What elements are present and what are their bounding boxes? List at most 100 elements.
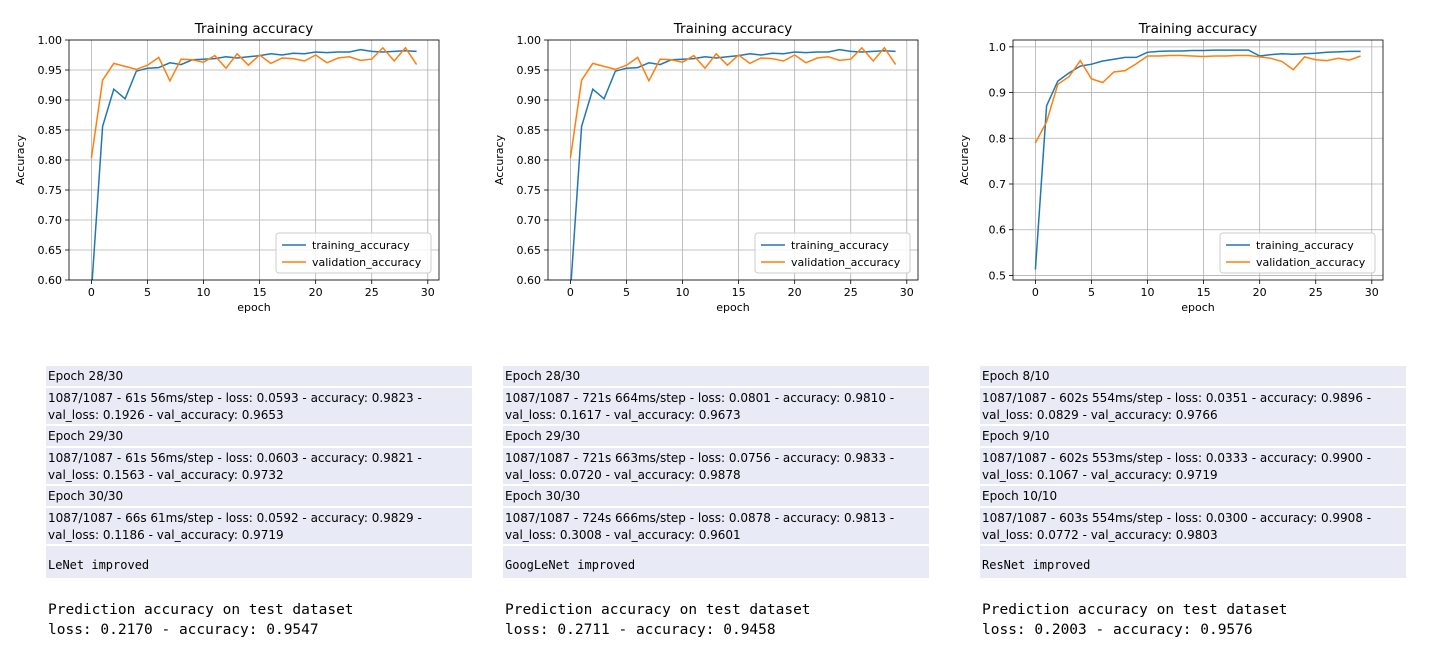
series-line-validation_accuracy (90, 46, 418, 159)
epoch-header: Epoch 29/30 (46, 426, 472, 448)
panel-lenet: Training accuracy 0 5 10 15 20 25 30 0.60 0.65 0.7… (0, 0, 472, 659)
prediction-result: loss: 0.2170 - accuracy: 0.9547 (48, 622, 319, 638)
y-tick-label: 0.75 (38, 184, 63, 197)
epoch-header: Epoch 30/30 (46, 486, 472, 508)
epoch-header: Epoch 30/30 (503, 486, 929, 508)
y-tick-label: 0.75 (517, 184, 542, 197)
y-tick-label: 0.6 (989, 224, 1007, 237)
x-tick-label: 30 (900, 286, 914, 299)
epoch-metrics: 1087/1087 - 61s 56ms/step - loss: 0.0603… (46, 448, 472, 486)
x-tick-label: 25 (1309, 286, 1323, 299)
y-tick-label: 0.90 (517, 94, 542, 107)
x-tick-label: 0 (88, 286, 95, 299)
y-tick-label: 0.7 (989, 178, 1007, 191)
legend-box (275, 232, 432, 274)
x-axis-label: epoch (237, 301, 271, 314)
x-tick-label: 20 (1253, 286, 1267, 299)
x-axis-label: epoch (716, 301, 750, 314)
x-tick-label: 10 (1141, 286, 1155, 299)
x-tick-label: 30 (421, 286, 435, 299)
x-tick-label: 5 (1088, 286, 1095, 299)
plot-frame (68, 39, 440, 281)
legend-label: validation_accuracy (791, 256, 901, 269)
training-log: Epoch 28/30 1087/1087 - 61s 56ms/step - … (46, 366, 472, 578)
y-tick-label: 0.85 (517, 124, 542, 137)
plot-frame (1012, 39, 1384, 281)
x-tick-label: 30 (1365, 286, 1379, 299)
epoch-header: Epoch 8/10 (980, 366, 1406, 388)
prediction-title: Prediction accuracy on test dataset (982, 602, 1288, 618)
prediction-result: loss: 0.2711 - accuracy: 0.9458 (505, 622, 776, 638)
epoch-metrics: 1087/1087 - 724s 666ms/step - loss: 0.08… (503, 508, 929, 546)
y-tick-label: 0.60 (38, 274, 63, 287)
y-tick-label: 1.00 (38, 34, 63, 47)
y-tick-label: 0.80 (517, 154, 542, 167)
epoch-header: Epoch 28/30 (503, 366, 929, 388)
panel-googlenet: Training accuracy 0 5 10 15 20 25 30 0.60 0.65 0.7… (479, 0, 939, 659)
x-tick-label: 0 (567, 286, 574, 299)
x-tick-label: 15 (1197, 286, 1211, 299)
x-tick-label: 5 (144, 286, 151, 299)
x-tick-label: 10 (197, 286, 211, 299)
chart-title: Training accuracy (1138, 21, 1257, 37)
prediction-output: Prediction accuracy on test dataset loss:… (505, 600, 811, 640)
series-line-validation_accuracy (569, 46, 897, 159)
x-tick-label: 5 (623, 286, 630, 299)
accuracy-chart: Training accuracy 0 5 10 15 20 25 30 0.60 0.65 0.7… (493, 21, 919, 314)
epoch-metrics: 1087/1087 - 61s 56ms/step - loss: 0.0593… (46, 388, 472, 426)
x-tick-label: 20 (309, 286, 323, 299)
plot-frame (547, 39, 919, 281)
legend-label: training_accuracy (1256, 239, 1354, 252)
epoch-metrics: 1087/1087 - 721s 664ms/step - loss: 0.08… (503, 388, 929, 426)
x-tick-label: 0 (1032, 286, 1039, 299)
y-axis-label: Accuracy (493, 134, 506, 185)
series-line-training_accuracy (570, 48, 896, 280)
training-log: Epoch 28/30 1087/1087 - 721s 664ms/step … (503, 366, 929, 578)
epoch-header: Epoch 9/10 (980, 426, 1406, 448)
y-tick-label: 0.5 (989, 269, 1007, 282)
x-tick-label: 20 (788, 286, 802, 299)
x-tick-label: 25 (844, 286, 858, 299)
y-tick-label: 0.95 (517, 64, 542, 77)
y-tick-label: 1.0 (989, 41, 1007, 54)
y-tick-label: 0.85 (38, 124, 63, 137)
prediction-output: Prediction accuracy on test dataset loss:… (48, 600, 354, 640)
legend-box (754, 232, 911, 274)
y-tick-label: 0.70 (517, 214, 542, 227)
series-line-validation_accuracy (1034, 54, 1361, 144)
prediction-title: Prediction accuracy on test dataset (505, 602, 811, 618)
epoch-metrics: 1087/1087 - 721s 663ms/step - loss: 0.07… (503, 448, 929, 486)
training-log: Epoch 8/10 1087/1087 - 602s 554ms/step -… (980, 366, 1406, 578)
accuracy-chart: Training accuracy 0 5 10 15 20 25 30 0.60 0.65 0.7… (14, 21, 440, 314)
legend-label: training_accuracy (791, 239, 889, 252)
prediction-title: Prediction accuracy on test dataset (48, 602, 354, 618)
y-tick-label: 0.60 (517, 274, 542, 287)
epoch-metrics: 1087/1087 - 602s 553ms/step - loss: 0.03… (980, 448, 1406, 486)
y-tick-label: 0.8 (989, 132, 1007, 145)
y-tick-label: 0.95 (38, 64, 63, 77)
x-axis-label: epoch (1181, 301, 1215, 314)
accuracy-chart: Training accuracy 0 5 10 15 20 25 30 0.5 0.6 0.7 0.… (958, 21, 1384, 314)
series-line-training_accuracy (91, 48, 417, 280)
legend-label: training_accuracy (312, 239, 410, 252)
legend-label: validation_accuracy (1256, 256, 1366, 269)
y-tick-label: 0.90 (38, 94, 63, 107)
series-line-training_accuracy (1034, 49, 1361, 270)
prediction-result: loss: 0.2003 - accuracy: 0.9576 (982, 622, 1253, 638)
panel-resnet: Training accuracy 0 5 10 15 20 25 30 0.5 0.6 0.7 0.… (958, 0, 1418, 659)
y-tick-label: 0.70 (38, 214, 63, 227)
epoch-metrics: 1087/1087 - 66s 61ms/step - loss: 0.0592… (46, 508, 472, 546)
x-tick-label: 15 (732, 286, 746, 299)
x-tick-label: 10 (676, 286, 690, 299)
epoch-header: Epoch 10/10 (980, 486, 1406, 508)
model-name: LeNet improved (48, 558, 150, 572)
model-name: ResNet improved (982, 558, 1091, 572)
y-tick-label: 0.65 (38, 244, 63, 257)
epoch-metrics: 1087/1087 - 602s 554ms/step - loss: 0.03… (980, 388, 1406, 426)
y-tick-label: 1.00 (517, 34, 542, 47)
prediction-output: Prediction accuracy on test dataset loss:… (982, 600, 1288, 640)
y-axis-label: Accuracy (958, 134, 971, 185)
y-tick-label: 0.9 (989, 87, 1007, 100)
epoch-header: Epoch 28/30 (46, 366, 472, 388)
legend-box (1219, 232, 1376, 274)
